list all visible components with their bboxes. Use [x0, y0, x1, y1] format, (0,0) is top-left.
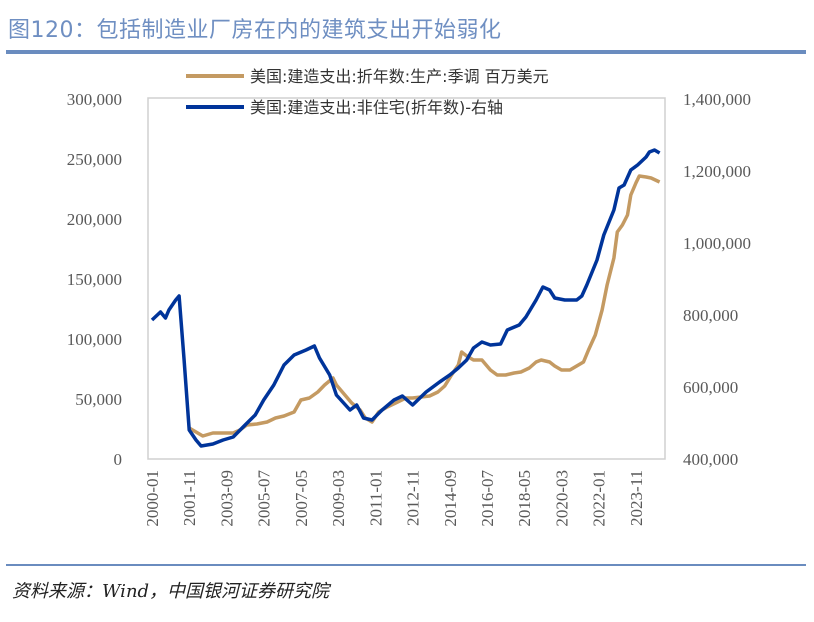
x-axis-tick-label: 2001-11	[180, 470, 199, 526]
left-axis-tick-label: 150,000	[67, 270, 122, 289]
x-axis-tick-label: 2007-05	[292, 470, 311, 527]
source-rule	[6, 564, 806, 566]
source-note: 资料来源：Wind，中国银河证券研究院	[12, 581, 330, 602]
left-axis-tick-label: 100,000	[67, 330, 122, 349]
legend-label-nonresidential: 美国:建造支出:非住宅(折年数)-右轴	[250, 98, 503, 117]
right-axis-tick-label: 1,200,000	[683, 162, 751, 181]
series-line-nonresidential	[150, 148, 661, 448]
x-axis-tick-label: 2000-01	[143, 470, 162, 527]
plot-area-border	[147, 97, 666, 460]
x-axis-tick-label: 2011-01	[366, 470, 385, 526]
x-axis-tick-label: 2009-03	[329, 470, 348, 527]
right-axis-tick-label: 1,400,000	[683, 90, 751, 109]
x-axis-tick-label: 2005-07	[255, 470, 274, 527]
left-axis-ticks: 0 50,000 100,000 150,000 200,000 250,000 300,0…	[67, 90, 122, 469]
x-axis-tick-label: 2012-11	[404, 470, 423, 526]
right-axis-ticks: 400,000 600,000 800,000 1,000,000 1,200,000 1…	[683, 90, 751, 469]
left-axis-tick-label: 300,000	[67, 90, 122, 109]
left-axis-tick-label: 200,000	[67, 210, 122, 229]
legend: 美国:建造支出:折年数:生产:季调 百万美元 美国:建造支出:非住宅(折年数)-…	[186, 67, 549, 117]
right-axis-tick-label: 400,000	[683, 450, 738, 469]
right-axis-tick-label: 1,000,000	[683, 234, 751, 253]
legend-label-manufacturing: 美国:建造支出:折年数:生产:季调 百万美元	[250, 67, 549, 86]
figure-title: 图120：包括制造业厂房在内的建筑支出开始弱化	[8, 18, 502, 43]
left-axis-tick-label: 0	[114, 450, 123, 469]
title-rule	[6, 50, 806, 54]
x-axis-tick-label: 2022-01	[590, 470, 609, 527]
x-axis-tick-label: 2023-11	[627, 470, 646, 526]
series-lines	[150, 148, 661, 448]
right-axis-tick-label: 800,000	[683, 306, 738, 325]
x-axis-tick-label: 2003-09	[217, 470, 236, 527]
left-axis-tick-label: 250,000	[67, 150, 122, 169]
right-axis-tick-label: 600,000	[683, 378, 738, 397]
x-axis-tick-label: 2018-05	[515, 470, 534, 527]
x-axis-ticks: 2000-01 2001-11 2003-09 2005-07 2007-05 2009-…	[143, 470, 646, 527]
series-line-manufacturing	[188, 174, 661, 438]
x-axis-tick-label: 2016-07	[478, 470, 497, 527]
x-axis-tick-label: 2020-03	[552, 470, 571, 527]
left-axis-tick-label: 50,000	[75, 390, 122, 409]
x-axis-tick-label: 2014-09	[441, 470, 460, 527]
